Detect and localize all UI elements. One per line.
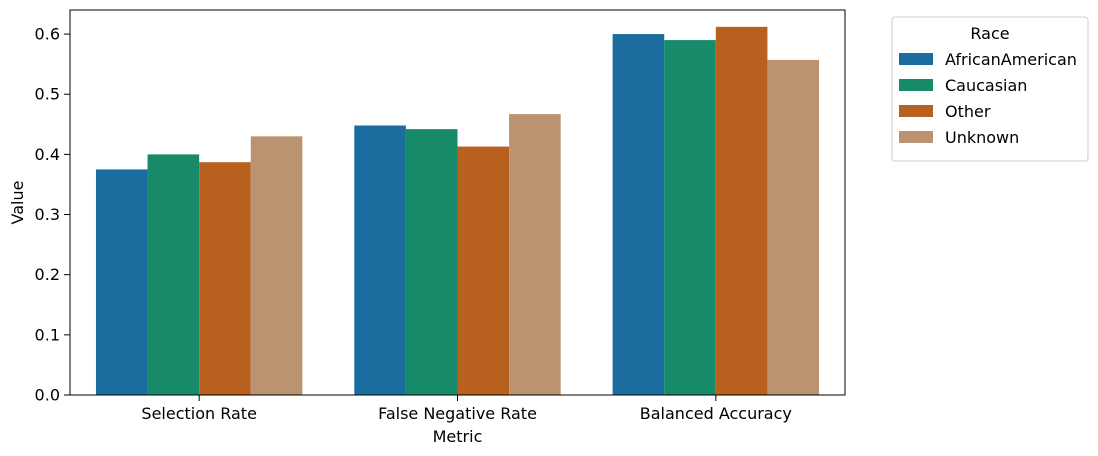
bar-unknown-balanced-accuracy [767, 59, 820, 396]
y-tick-label: 0.5 [35, 85, 60, 104]
legend-label: Unknown [945, 128, 1019, 147]
y-tick-label: 0.2 [35, 265, 60, 284]
y-tick-label: 0.3 [35, 205, 60, 224]
legend-label: AfricanAmerican [945, 50, 1077, 69]
y-tick-label: 0.0 [35, 386, 60, 405]
legend: Race AfricanAmerican Caucasian Other Unknow… [891, 16, 1089, 162]
bars-group [95, 26, 820, 396]
legend-swatch [899, 131, 933, 143]
y-tick-label: 0.4 [35, 145, 60, 164]
bar-africanamerican-false-negative-rate [354, 125, 406, 395]
legend-title: Race [970, 24, 1009, 43]
x-tick-label: Balanced Accuracy [640, 404, 792, 423]
bar-caucasian-false-negative-rate [405, 129, 458, 396]
y-axis-ticks: 0.0 0.1 0.2 0.3 0.4 0.5 0.6 [35, 25, 70, 405]
y-tick-label: 0.1 [35, 325, 60, 344]
x-tick-label: Selection Rate [141, 404, 257, 423]
bar-caucasian-balanced-accuracy [664, 40, 716, 395]
x-axis-ticks: Selection Rate False Negative Rate Balance… [141, 395, 792, 423]
x-tick-label: False Negative Rate [378, 404, 537, 423]
legend-label: Caucasian [945, 76, 1027, 95]
legend-frame [891, 16, 1089, 162]
bar-other-balanced-accuracy [715, 26, 768, 396]
x-axis-label: Metric [433, 427, 483, 446]
legend-items: AfricanAmerican Caucasian Other Unknown [899, 50, 1077, 147]
bar-africanamerican-balanced-accuracy [612, 34, 665, 396]
legend-swatch [899, 79, 933, 91]
legend-swatch [899, 53, 933, 65]
legend-swatch [899, 105, 933, 117]
bar-other-false-negative-rate [457, 146, 510, 395]
bar-unknown-selection-rate [250, 136, 303, 395]
bar-unknown-false-negative-rate [509, 114, 561, 395]
y-axis-label: Value [8, 181, 27, 225]
bar-other-selection-rate [199, 162, 251, 395]
legend-label: Other [945, 102, 991, 121]
bar-caucasian-selection-rate [147, 154, 200, 396]
y-tick-label: 0.6 [35, 25, 60, 44]
bar-africanamerican-selection-rate [95, 169, 148, 395]
